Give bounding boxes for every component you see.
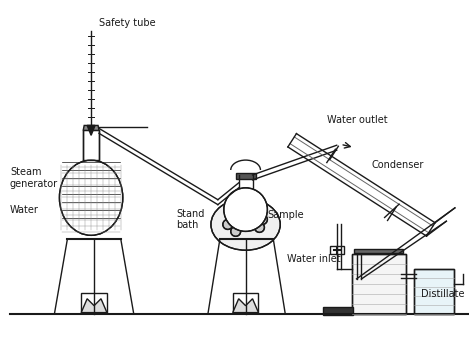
Text: Water inlet: Water inlet [287, 254, 341, 264]
Circle shape [228, 213, 237, 222]
Bar [323, 307, 353, 315]
Polygon shape [87, 125, 95, 135]
Circle shape [255, 222, 264, 233]
Polygon shape [83, 125, 99, 130]
Circle shape [247, 210, 257, 219]
Polygon shape [233, 299, 258, 313]
Text: Steam
generator: Steam generator [10, 167, 58, 189]
Circle shape [235, 210, 245, 219]
Bar [233, 293, 258, 313]
Bar [414, 269, 454, 314]
Text: Safety tube: Safety tube [99, 19, 155, 28]
Text: Condenser: Condenser [371, 160, 424, 170]
Text: Distillate: Distillate [421, 289, 465, 299]
Circle shape [231, 226, 241, 236]
Text: Water: Water [10, 204, 39, 215]
Bar [354, 249, 403, 253]
Circle shape [241, 215, 251, 224]
Polygon shape [81, 299, 107, 313]
Text: Stand
bath: Stand bath [176, 209, 205, 230]
Text: Sample: Sample [267, 210, 304, 220]
Bar [352, 254, 406, 314]
Circle shape [223, 219, 233, 230]
Bar [81, 293, 107, 313]
Bar [352, 254, 406, 314]
Bar [330, 246, 344, 254]
Bar [236, 173, 255, 179]
Bar [414, 269, 454, 314]
Ellipse shape [59, 160, 123, 235]
Circle shape [257, 215, 267, 224]
Ellipse shape [211, 199, 280, 250]
Text: Water outlet: Water outlet [327, 116, 387, 125]
Bar [83, 130, 99, 160]
Circle shape [224, 188, 267, 232]
